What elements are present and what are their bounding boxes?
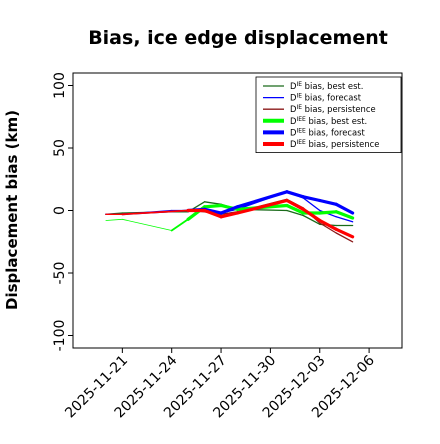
y-tick-label: -100 bbox=[52, 320, 68, 352]
series-segment bbox=[121, 218, 173, 231]
series-group bbox=[105, 190, 355, 243]
series-segment bbox=[105, 218, 123, 221]
legend-entry-label: DIEE bias, best est. bbox=[290, 116, 367, 126]
series-5 bbox=[105, 198, 355, 239]
series-segment bbox=[319, 222, 337, 234]
series-segment bbox=[335, 216, 354, 223]
legend-entry-label: DIE bias, persistence bbox=[290, 104, 376, 114]
series-segment bbox=[302, 197, 321, 212]
legend-entry-label: DIEE bias, forecast bbox=[290, 127, 366, 137]
y-tick-label: 100 bbox=[52, 72, 68, 99]
series-segment bbox=[286, 209, 304, 217]
series-segment bbox=[301, 195, 322, 203]
legend-entry-label: DIEE bias, persistence bbox=[290, 139, 379, 149]
series-segment bbox=[235, 190, 289, 209]
series-segment bbox=[334, 202, 355, 215]
series-segment bbox=[335, 232, 354, 243]
series-segment bbox=[203, 201, 222, 205]
series-segment bbox=[318, 218, 338, 231]
chart-title: Bias, ice edge displacement bbox=[88, 27, 388, 49]
series-segment bbox=[219, 211, 240, 219]
series-segment bbox=[203, 208, 223, 219]
series-segment bbox=[285, 203, 305, 215]
series-segment bbox=[203, 203, 223, 209]
series-segment bbox=[302, 214, 321, 225]
legend-entry-label: DIE bias, forecast bbox=[290, 93, 362, 103]
y-axis-label: Displacement bias (km) bbox=[3, 110, 21, 310]
series-segment bbox=[301, 207, 322, 223]
legend: DIE bias, best est.DIE bias, forecastDIE… bbox=[255, 76, 402, 153]
legend-entry-label: DIE bias, best est. bbox=[290, 81, 363, 91]
series-segment bbox=[219, 205, 240, 215]
legend-frame bbox=[255, 76, 402, 153]
series-segment bbox=[285, 198, 305, 211]
series-segment bbox=[334, 210, 355, 220]
series-segment bbox=[235, 198, 289, 215]
series-segment bbox=[170, 218, 190, 232]
y-tick-label: 50 bbox=[52, 139, 68, 157]
y-tick-label: 0 bbox=[52, 206, 68, 215]
series-segment bbox=[285, 190, 305, 199]
series-segment bbox=[121, 209, 190, 216]
y-tick-label: -50 bbox=[52, 262, 68, 285]
series-segment bbox=[318, 210, 338, 215]
series-segment bbox=[318, 198, 338, 206]
series-segment bbox=[334, 227, 355, 239]
